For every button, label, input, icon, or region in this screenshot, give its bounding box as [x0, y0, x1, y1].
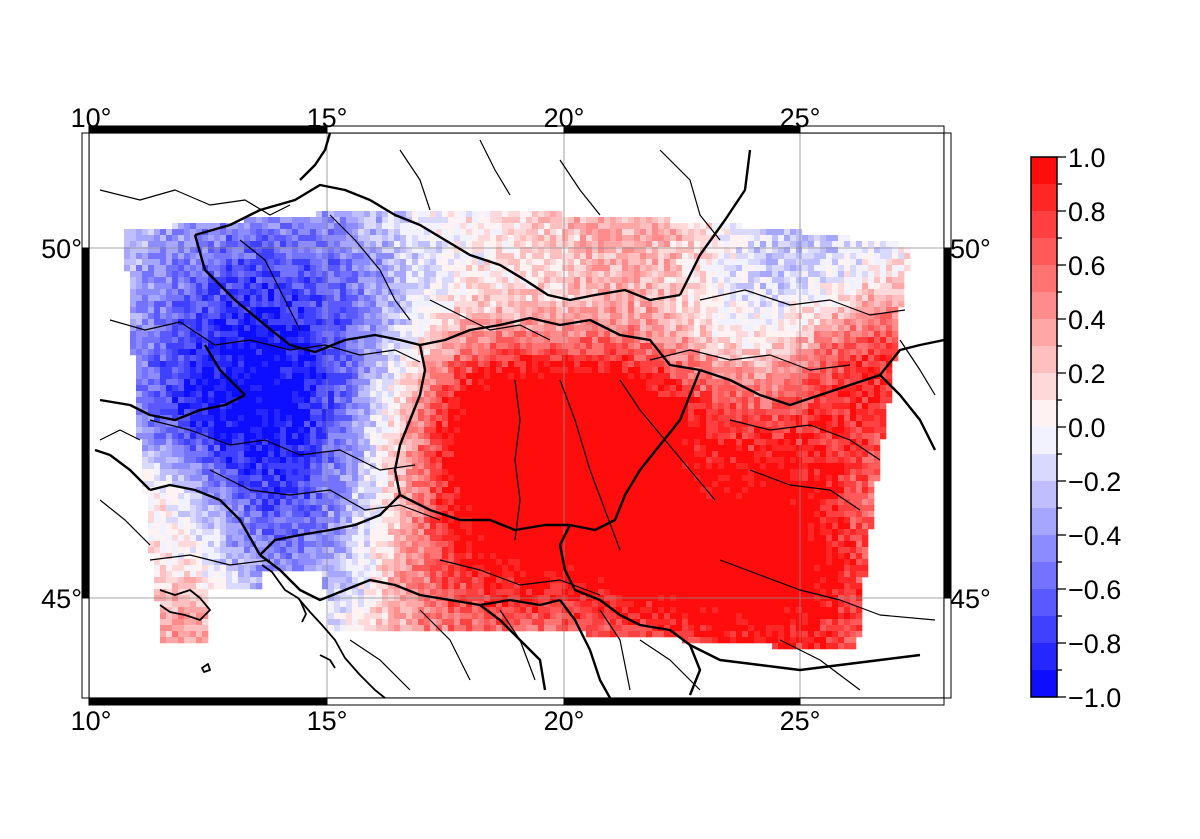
longitude-labels-top: 10° 15° 20° 25°: [71, 103, 821, 133]
lon-label-bottom: 15°: [307, 706, 348, 736]
lat-label-left: 45°: [41, 584, 82, 614]
colorbar-swatch: [1031, 319, 1057, 347]
colorbar-label: −0.2: [1068, 467, 1121, 497]
lon-label-bottom: 20°: [544, 706, 585, 736]
colorbar-swatch: [1031, 562, 1057, 590]
lon-label-top: 15°: [307, 103, 348, 133]
colorbar-label: −0.6: [1068, 575, 1121, 605]
coastline: [159, 564, 386, 698]
colorbar-labels: 1.0 0.8 0.6 0.4 0.2 0.0 −0.2 −0.4 −0.6 −0.8 −1.0: [1068, 143, 1121, 713]
colorbar-ticks: [1057, 156, 1066, 698]
colorbar-label: 0.2: [1068, 359, 1106, 389]
colorbar-label: 0.8: [1068, 197, 1106, 227]
colorbar-swatch: [1031, 157, 1057, 185]
latitude-labels-right: 50° 45°: [950, 234, 991, 614]
colorbar-label: 0.0: [1068, 413, 1106, 443]
colorbar-swatch: [1031, 670, 1057, 698]
map-frame: [81, 125, 952, 706]
lat-label-right: 45°: [950, 584, 991, 614]
colorbar-swatch: [1031, 643, 1057, 671]
colorbar-swatch: [1031, 508, 1057, 536]
map-panel: 10° 15° 20° 25° 10° 15° 20° 25° 50° 45° …: [41, 103, 991, 736]
colorbar-swatch: [1031, 184, 1057, 212]
latitude-labels-left: 50° 45°: [41, 234, 82, 614]
lon-label-bottom: 25°: [780, 706, 821, 736]
lon-label-bottom: 10°: [71, 706, 112, 736]
colorbar-swatch: [1031, 373, 1057, 401]
colorbar-swatch: [1031, 346, 1057, 374]
colorbar-swatch: [1031, 589, 1057, 617]
lon-label-top: 20°: [544, 103, 585, 133]
colorbar-swatch: [1031, 265, 1057, 293]
lat-label-left: 50°: [41, 234, 82, 264]
lat-label-right: 50°: [950, 234, 991, 264]
colorbar-label: 1.0: [1068, 143, 1106, 173]
country-borders: [94, 133, 944, 698]
colorbar-label: −0.8: [1068, 629, 1121, 659]
colorbar-swatch: [1031, 481, 1057, 509]
colorbar-swatch: [1031, 211, 1057, 239]
colorbar-swatch: [1031, 427, 1057, 455]
colorbar-swatches: [1031, 157, 1057, 698]
colorbar-swatch: [1031, 400, 1057, 428]
lon-label-top: 10°: [71, 103, 112, 133]
colorbar-swatch: [1031, 238, 1057, 266]
colorbar-label: 0.6: [1068, 251, 1106, 281]
colorbar-label: −1.0: [1068, 683, 1121, 713]
colorbar: 1.0 0.8 0.6 0.4 0.2 0.0 −0.2 −0.4 −0.6 −0.8 −1.0: [1030, 143, 1121, 713]
colorbar-label: −0.4: [1068, 521, 1121, 551]
colorbar-swatch: [1031, 454, 1057, 482]
lon-label-top: 25°: [780, 103, 821, 133]
colorbar-swatch: [1031, 535, 1057, 563]
colorbar-swatch: [1031, 616, 1057, 644]
colorbar-swatch: [1031, 292, 1057, 320]
longitude-labels-bottom: 10° 15° 20° 25°: [71, 706, 821, 736]
colorbar-label: 0.4: [1068, 305, 1106, 335]
